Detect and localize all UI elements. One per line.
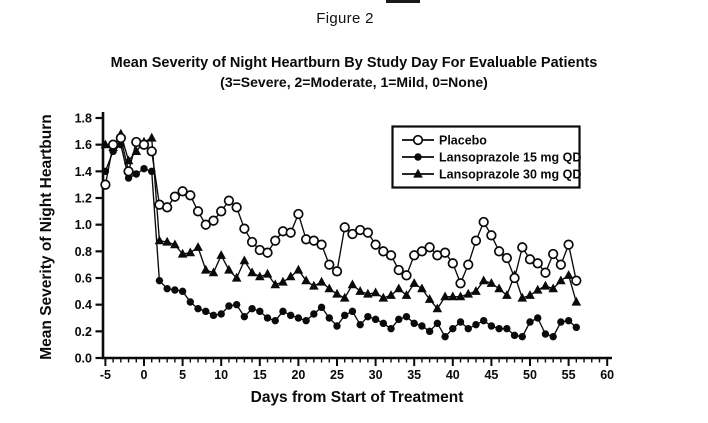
svg-text:1.6: 1.6 [75, 138, 92, 152]
svg-text:5: 5 [179, 368, 186, 382]
series-filled-triangle [100, 128, 582, 313]
svg-text:20: 20 [291, 368, 305, 382]
svg-text:-5: -5 [100, 368, 111, 382]
legend-label: Lansoprazole 30 mg QD [439, 168, 581, 182]
svg-text:0.2: 0.2 [75, 325, 92, 339]
svg-text:1.4: 1.4 [75, 165, 92, 179]
svg-text:0.0: 0.0 [75, 352, 92, 366]
svg-text:30: 30 [369, 368, 383, 382]
svg-text:0.6: 0.6 [75, 272, 92, 286]
svg-text:0: 0 [141, 368, 148, 382]
y-axis-ticks: 0.0 0.2 0.4 0.6 0.8 1.0 1.2 1.4 1.6 1.8 [75, 112, 103, 366]
svg-text:25: 25 [330, 368, 344, 382]
figure-label: Figure 2 [316, 10, 374, 27]
chart-subtitle: (3=Severe, 2=Moderate, 1=Mild, 0=None) [220, 74, 488, 90]
x-axis-title: Days from Start of Treatment [250, 389, 464, 406]
svg-text:50: 50 [523, 368, 537, 382]
svg-text:40: 40 [446, 368, 460, 382]
x-axis-ticks: -5 0 5 10 15 20 25 30 35 40 45 50 55 60 [100, 358, 614, 382]
chart-title: Mean Severity of Night Heartburn By Stud… [110, 55, 598, 71]
series-filled-circle [101, 140, 581, 341]
svg-text:0.4: 0.4 [75, 298, 92, 312]
svg-text:55: 55 [562, 368, 576, 382]
svg-text:15: 15 [253, 368, 267, 382]
svg-text:0.8: 0.8 [75, 245, 92, 259]
scan-artifact [386, 0, 420, 3]
svg-text:60: 60 [600, 368, 614, 382]
legend-label: Lansoprazole 15 mg QD [439, 151, 581, 165]
y-axis-title: Mean Severity of Night Heartburn [38, 114, 55, 360]
legend-label: Placebo [439, 134, 487, 148]
svg-text:45: 45 [484, 368, 498, 382]
series-open-circle [100, 132, 582, 289]
svg-text:1.8: 1.8 [75, 112, 92, 126]
legend: Placebo Lansoprazole 15 mg QD Lansoprazole… [391, 125, 581, 189]
svg-text:1.2: 1.2 [75, 192, 92, 206]
svg-text:35: 35 [407, 368, 421, 382]
svg-text:10: 10 [214, 368, 228, 382]
svg-text:1.0: 1.0 [75, 218, 92, 232]
